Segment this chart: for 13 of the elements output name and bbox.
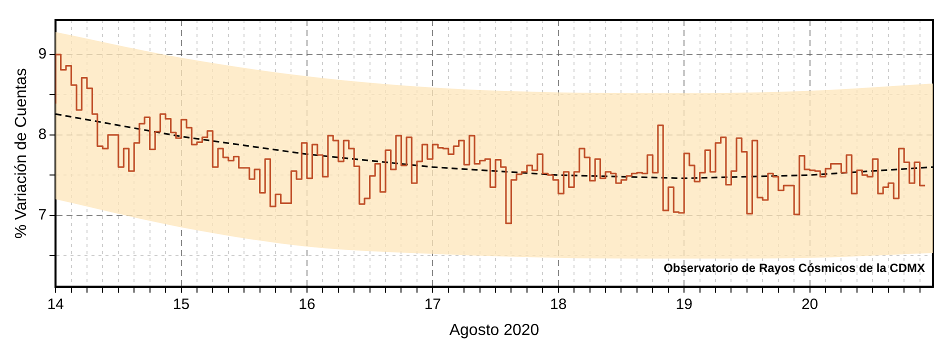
x-tick-label: 20 [801, 296, 818, 313]
x-tick-label: 16 [298, 296, 316, 313]
x-axis-title: Agosto 2020 [449, 322, 540, 339]
y-tick-label: 7 [38, 206, 47, 224]
x-tick-label: 18 [550, 296, 567, 313]
x-tick-label: 19 [676, 296, 692, 313]
y-axis-title: % Variación de Cuentas [13, 68, 30, 239]
x-tick-label: 15 [172, 296, 190, 313]
y-tick-label: 9 [38, 46, 47, 63]
annotation: Observatorio de Rayos Cósmicos de la CDMX [664, 261, 925, 276]
x-tick-label: 14 [47, 296, 64, 313]
x-tick-label: 17 [424, 296, 442, 313]
y-tick-label: 8 [38, 126, 47, 144]
